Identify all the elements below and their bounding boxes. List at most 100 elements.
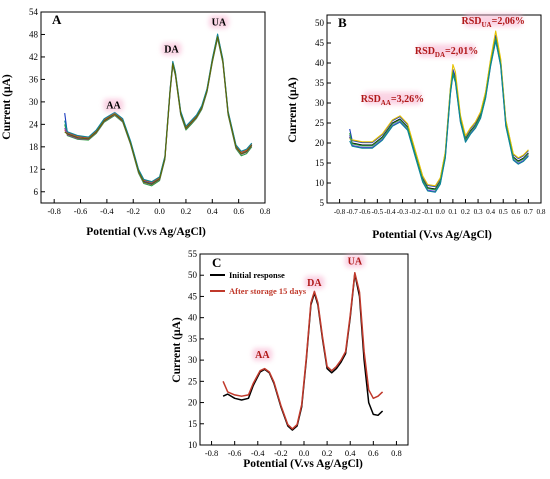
x-tick-label: -0.4: [251, 448, 265, 458]
x-tick-label: 0.2: [461, 208, 470, 216]
x-tick-label: -0.2: [127, 206, 140, 216]
y-tick-label: 45: [188, 291, 198, 301]
y-tick-label: 55: [188, 249, 198, 259]
legend: Initial response After storage 15 days: [210, 270, 307, 296]
plot-frame: [40, 11, 266, 204]
y-tick-label: 5: [320, 198, 325, 208]
y-tick-label: 36: [29, 74, 39, 84]
chart-panel-A: 6 12 18 24 30 36 42 48 54 -0.8 -0.6 -0.4 -0.2 0.0 0.2 0…: [1, 7, 270, 238]
panel-label: B: [338, 15, 347, 30]
x-tick-label: -0.6: [228, 448, 241, 458]
series-line-3: [64, 34, 253, 183]
peak-annotation: UA: [212, 17, 227, 28]
panel-label: C: [212, 255, 221, 270]
panel-label: A: [52, 12, 62, 27]
y-axis-label: Current (μA): [171, 317, 183, 383]
series-line-6: [349, 40, 529, 193]
y-tick-label: 48: [29, 29, 39, 39]
x-tick-label: 0.3: [474, 208, 483, 216]
peak-annotation: AA: [106, 101, 121, 112]
y-tick-label: 20: [315, 138, 325, 148]
x-tick-label: 0.0: [436, 208, 445, 216]
x-tick-label: 0.1: [448, 208, 457, 216]
x-tick-label: -0.4: [384, 208, 396, 216]
x-tick-label: -0.1: [422, 208, 434, 216]
y-tick-label: 12: [29, 164, 38, 174]
x-tick-label: -0.6: [74, 206, 87, 216]
series-line-4: [64, 36, 253, 186]
y-tick-label: 20: [188, 398, 198, 408]
x-tick-label: -0.6: [359, 208, 371, 216]
y-tick-label: 15: [188, 419, 198, 429]
y-tick-label: 10: [188, 440, 198, 450]
x-tick-label: -0.8: [205, 448, 218, 458]
peak-annotation: RSDUA=2,06%: [461, 16, 524, 29]
x-axis-label: Potential (V.vs Ag/AgCl): [243, 458, 363, 470]
y-tick-label: 40: [188, 313, 198, 323]
y-tick-label: 40: [315, 58, 325, 68]
y-tick-label: 10: [315, 178, 325, 188]
x-tick-label: 0.6: [233, 206, 244, 216]
y-tick-label: 15: [315, 158, 325, 168]
y-tick-label: 24: [29, 119, 39, 129]
series-line-6: [64, 36, 253, 185]
y-tick-label: 30: [188, 355, 198, 365]
y-tick-label: 50: [188, 270, 198, 280]
x-tick-label: -0.2: [409, 208, 421, 216]
x-axis-label: Potential (V.vs Ag/AgCl): [86, 226, 206, 238]
series-line-5: [349, 38, 529, 191]
x-tick-label: -0.2: [274, 448, 287, 458]
annotation-highlight: [208, 15, 229, 29]
x-tick-label: 0.6: [511, 208, 520, 216]
y-tick-label: 42: [29, 52, 38, 62]
y-tick-label: 50: [315, 18, 325, 28]
x-tick-label: -0.4: [100, 206, 114, 216]
annotation-highlight: [103, 98, 124, 112]
series-line-1: [349, 37, 529, 190]
peak-annotation: AA: [255, 350, 270, 361]
series-line-2: [222, 271, 384, 430]
y-tick-label: 35: [188, 334, 198, 344]
peak-annotation: DA: [164, 44, 179, 55]
x-tick-label: 0.2: [322, 448, 333, 458]
peak-annotation: DA: [307, 278, 322, 289]
x-tick-label: -0.5: [372, 208, 384, 216]
legend-label: After storage 15 days: [229, 286, 307, 296]
x-tick-label: -0.8: [334, 208, 346, 216]
x-tick-label: 0.4: [345, 448, 356, 458]
x-axis-label: Potential (V.vs Ag/AgCl): [372, 229, 492, 241]
annotation-highlight: [464, 13, 523, 27]
x-tick-label: 0.0: [299, 448, 310, 458]
x-tick-label: 0.4: [207, 206, 218, 216]
series-line-1: [222, 273, 384, 431]
peak-annotation: RSDDA=2,01%: [415, 46, 478, 59]
plot-frame: [199, 253, 409, 446]
legend-label: Initial response: [229, 270, 285, 280]
annotation-highlight: [417, 44, 476, 58]
series-line-2: [64, 37, 253, 187]
peak-annotation: UA: [348, 257, 363, 268]
x-tick-label: 0.6: [368, 448, 379, 458]
x-tick-label: -0.8: [47, 206, 60, 216]
series-line-1: [64, 35, 253, 185]
series-line-4: [349, 30, 529, 187]
annotation-highlight: [344, 254, 365, 268]
chart-panel-C: 10 15 20 25 30 35 40 45 50 55 -0.8 -0.6 -0.4 -0.2 0.0 0…: [171, 249, 409, 470]
x-tick-label: -0.3: [397, 208, 409, 216]
peak-annotation: RSDAA=3,26%: [361, 94, 424, 107]
y-tick-label: 6: [34, 187, 39, 197]
x-tick-label: 0.7: [524, 208, 533, 216]
y-tick-label: 25: [315, 118, 325, 128]
y-tick-label: 30: [315, 98, 325, 108]
y-tick-label: 54: [29, 7, 39, 17]
x-tick-label: 0.8: [391, 448, 402, 458]
series-line-5: [64, 33, 253, 183]
x-tick-label: 0.8: [537, 208, 546, 216]
x-tick-label: -0.7: [346, 208, 358, 216]
y-tick-label: 30: [29, 97, 39, 107]
series-line-3: [349, 39, 529, 192]
y-axis-label: Current (μA): [287, 77, 299, 143]
y-tick-label: 25: [188, 376, 198, 386]
